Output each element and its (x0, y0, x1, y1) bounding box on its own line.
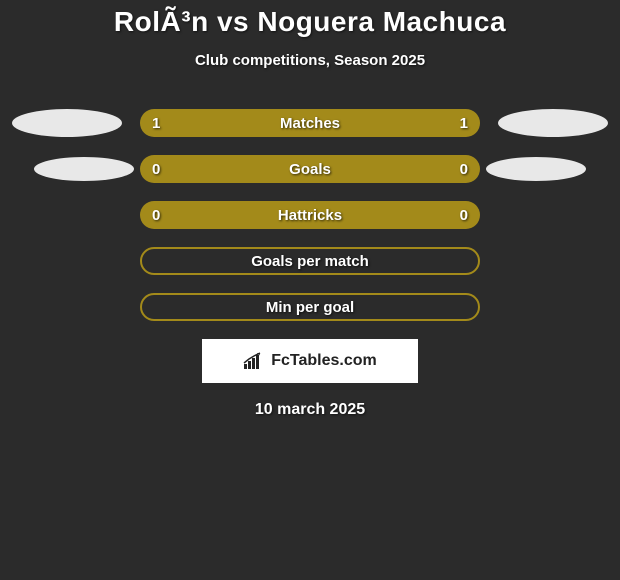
player-ellipse-right (498, 109, 608, 137)
comparison-card: RolÃ³n vs Noguera Machuca Club competiti… (0, 0, 620, 419)
stat-left-value: 0 (152, 207, 160, 224)
stat-bar: Min per goal (140, 293, 480, 321)
stat-right-value: 1 (460, 115, 468, 132)
stat-row: 0 Goals 0 (0, 155, 620, 183)
stat-bar: Goals per match (140, 247, 480, 275)
page-title: RolÃ³n vs Noguera Machuca (114, 6, 506, 38)
stat-row: 1 Matches 1 (0, 109, 620, 137)
subtitle: Club competitions, Season 2025 (195, 52, 425, 69)
stat-label: Goals per match (251, 253, 369, 270)
stat-bar: 0 Goals 0 (140, 155, 480, 183)
attribution-text: FcTables.com (271, 352, 377, 370)
stat-bar: 1 Matches 1 (140, 109, 480, 137)
stat-right-value: 0 (460, 207, 468, 224)
stat-row: Min per goal (0, 293, 620, 321)
stat-rows: 1 Matches 1 0 Goals 0 0 Hattricks 0 (0, 109, 620, 321)
stat-left-value: 0 (152, 161, 160, 178)
chart-bars-icon (243, 352, 265, 370)
stat-label: Matches (280, 115, 340, 132)
stat-row: Goals per match (0, 247, 620, 275)
player-ellipse-left (34, 157, 134, 181)
stat-left-value: 1 (152, 115, 160, 132)
stat-row: 0 Hattricks 0 (0, 201, 620, 229)
stat-right-value: 0 (460, 161, 468, 178)
player-ellipse-right (486, 157, 586, 181)
stat-label: Goals (289, 161, 331, 178)
stat-bar: 0 Hattricks 0 (140, 201, 480, 229)
attribution-box: FcTables.com (202, 339, 418, 383)
stat-label: Min per goal (266, 299, 354, 316)
stat-label: Hattricks (278, 207, 342, 224)
player-ellipse-left (12, 109, 122, 137)
date-label: 10 march 2025 (255, 401, 365, 419)
